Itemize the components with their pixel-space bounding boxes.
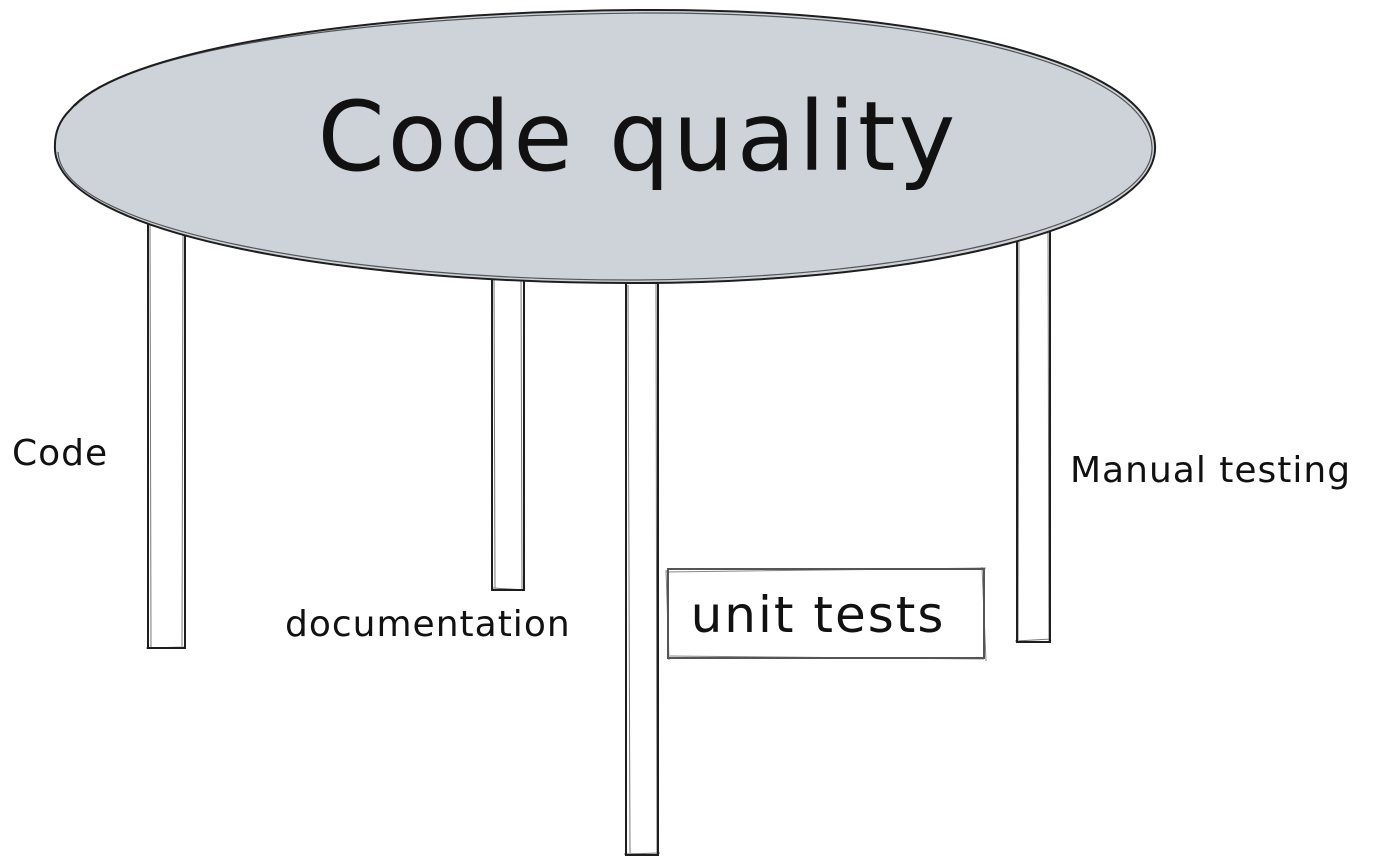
- label-unit-tests: unit tests: [691, 586, 946, 644]
- leg-documentation: [491, 269, 526, 591]
- leg-code: [145, 214, 187, 649]
- table-top: Code quality: [53, 8, 1157, 285]
- label-documentation: documentation: [285, 604, 571, 645]
- leg-manual-testing: [1014, 219, 1052, 643]
- table-top-title: Code quality: [318, 81, 959, 193]
- label-manual-testing: Manual testing: [1070, 450, 1351, 491]
- unit-tests-box: unit tests: [665, 566, 987, 662]
- leg-unit-tests: [623, 282, 661, 856]
- label-code: Code: [12, 433, 108, 474]
